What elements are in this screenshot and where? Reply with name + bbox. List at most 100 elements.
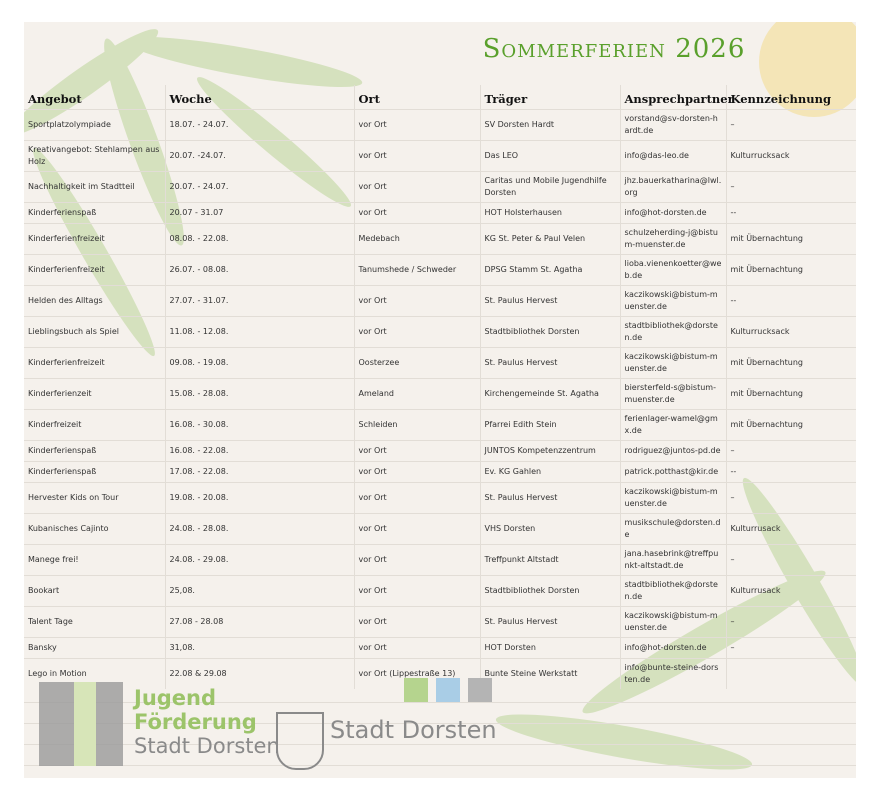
- cell: Kulturrusack: [726, 513, 856, 545]
- cell: –: [726, 544, 856, 576]
- cell: jana.hasebrink@treffpunkt-altstadt.de: [620, 544, 727, 576]
- cell: Manege frei!: [24, 544, 166, 576]
- cell: 16.08. - 30.08.: [165, 409, 355, 441]
- cell: Hervester Kids on Tour: [24, 482, 166, 514]
- row: Kinderferienfreizeit 09.08. - 19.08. Ooste…: [24, 347, 856, 379]
- cell: Helden des Alltags: [24, 285, 166, 317]
- header-cell: Träger: [480, 85, 621, 110]
- logo-text: Jugend: [134, 686, 217, 710]
- cell: vor Ort: [354, 285, 481, 317]
- logo-text: Stadt Dorsten: [134, 734, 280, 758]
- row: Kubanisches Cajinto 24.08. - 28.08. vor Or…: [24, 513, 856, 545]
- header-cell: Woche: [165, 85, 355, 110]
- cell: 09.08. - 19.08.: [165, 347, 355, 379]
- cell: 27.07. - 31.07.: [165, 285, 355, 317]
- row: Kreativangebot: Stehlampen aus Holz 20.07…: [24, 140, 856, 172]
- cell: vor Ort: [354, 461, 481, 483]
- cell: Kinderferienfreizeit: [24, 223, 166, 255]
- cell: vor Ort: [354, 606, 481, 638]
- cell: Kinderferienzeit: [24, 378, 166, 410]
- cell: –: [726, 637, 856, 659]
- header-cell: Kennzeichnung: [726, 85, 856, 110]
- cell: 15.08. - 28.08.: [165, 378, 355, 410]
- row: Sportplatzolympiade 18.07. - 24.07. vor Or…: [24, 109, 856, 141]
- header-cell: Angebot: [24, 85, 166, 110]
- cell: kaczikowski@bistum-muenster.de: [620, 606, 727, 638]
- cell: vor Ort: [354, 316, 481, 348]
- cell: vor Ort: [354, 109, 481, 141]
- cell: biersterfeld-s@bistum-muenster.de: [620, 378, 727, 410]
- cell: 16.08. - 22.08.: [165, 440, 355, 462]
- cell: Kulturrucksack: [726, 316, 856, 348]
- cell: mit Übernachtung: [726, 254, 856, 286]
- square: [436, 678, 460, 702]
- cell: Oosterzee: [354, 347, 481, 379]
- header-cell: Ort: [354, 85, 481, 110]
- row: Lieblingsbuch als Spiel 11.08. - 12.08. vo…: [24, 316, 856, 348]
- row: Bansky 31,08. vor Ort HOT Dorsten info@hot-d…: [24, 637, 856, 659]
- square: [404, 678, 428, 702]
- cell: Stadtbibliothek Dorsten: [480, 316, 621, 348]
- cell: 17.08. - 22.08.: [165, 461, 355, 483]
- cell: --: [726, 461, 856, 483]
- cell: 24.08. - 29.08.: [165, 544, 355, 576]
- logo-text: Stadt Dorsten: [330, 716, 497, 744]
- cell: Bansky: [24, 637, 166, 659]
- cell: vor Ort: [354, 482, 481, 514]
- jf-logo-accent: [74, 682, 96, 766]
- cell: Medebach: [354, 223, 481, 255]
- cell: Pfarrei Edith Stein: [480, 409, 621, 441]
- cell: vor Ort: [354, 440, 481, 462]
- row: Nachhaltigkeit im Stadtteil 20.07. - 24.0…: [24, 171, 856, 203]
- cell: 20.07 - 31.07: [165, 202, 355, 224]
- row: Talent Tage 27.08 - 28.08 vor Ort St. Paulu…: [24, 606, 856, 638]
- cell: VHS Dorsten: [480, 513, 621, 545]
- coat-of-arms: [276, 712, 324, 770]
- cell: stadtbibliothek@dorsten.de: [620, 316, 727, 348]
- cell: 20.07. -24.07.: [165, 140, 355, 172]
- row: Kinderfreizeit 16.08. - 30.08. Schleiden Pf…: [24, 409, 856, 441]
- cell: Ameland: [354, 378, 481, 410]
- row: Manege frei! 24.08. - 29.08. vor Ort Treffp…: [24, 544, 856, 576]
- cell: SV Dorsten Hardt: [480, 109, 621, 141]
- cell: 31,08.: [165, 637, 355, 659]
- row: Kinderferienspaß 17.08. - 22.08. vor Ort Ev…: [24, 461, 856, 483]
- cell: Ev. KG Gahlen: [480, 461, 621, 483]
- cell: HOT Dorsten: [480, 637, 621, 659]
- cell: kaczikowski@bistum-muenster.de: [620, 285, 727, 317]
- cell: stadtbibliothek@dorsten.de: [620, 575, 727, 607]
- row: Kinderferienfreizeit 08.08. - 22.08. Medeb…: [24, 223, 856, 255]
- cell: 26.07. - 08.08.: [165, 254, 355, 286]
- row: Helden des Alltags 27.07. - 31.07. vor Ort…: [24, 285, 856, 317]
- cell: –: [726, 171, 856, 203]
- header-row: Angebot Woche Ort Träger Ansprechpartner Kenn…: [24, 85, 856, 110]
- cell: Treffpunkt Altstadt: [480, 544, 621, 576]
- cell: JUNTOS Kompetenzzentrum: [480, 440, 621, 462]
- cell: vor Ort: [354, 171, 481, 203]
- cell: Kinderfreizeit: [24, 409, 166, 441]
- cell: DPSG Stamm St. Agatha: [480, 254, 621, 286]
- row: Hervester Kids on Tour 19.08. - 20.08. vor…: [24, 482, 856, 514]
- cell: –: [726, 440, 856, 462]
- cell: Kulturrusack: [726, 575, 856, 607]
- cell: kaczikowski@bistum-muenster.de: [620, 347, 727, 379]
- cell: Tanumshede / Schweder: [354, 254, 481, 286]
- cell: lioba.vienenkoetter@web.de: [620, 254, 727, 286]
- cell: Schleiden: [354, 409, 481, 441]
- cell: St. Paulus Hervest: [480, 285, 621, 317]
- cell: 20.07. - 24.07.: [165, 171, 355, 203]
- cell: 11.08. - 12.08.: [165, 316, 355, 348]
- cell: –: [726, 482, 856, 514]
- cell: 27.08 - 28.08: [165, 606, 355, 638]
- row: Kinderferienspaß 16.08. - 22.08. vor Ort JU…: [24, 440, 856, 462]
- cell: 24.08. - 28.08.: [165, 513, 355, 545]
- header-cell: Ansprechpartner: [620, 85, 734, 110]
- cell: HOT Holsterhausen: [480, 202, 621, 224]
- row: Kinderferienfreizeit 26.07. - 08.08. Tanum…: [24, 254, 856, 286]
- cell: info@hot-dorsten.de: [620, 202, 727, 224]
- cell: schulzeherding-j@bistum-muenster.de: [620, 223, 727, 255]
- logo-text: Förderung: [134, 710, 257, 734]
- cell: mit Übernachtung: [726, 409, 856, 441]
- cell: 25,08.: [165, 575, 355, 607]
- cell: --: [726, 285, 856, 317]
